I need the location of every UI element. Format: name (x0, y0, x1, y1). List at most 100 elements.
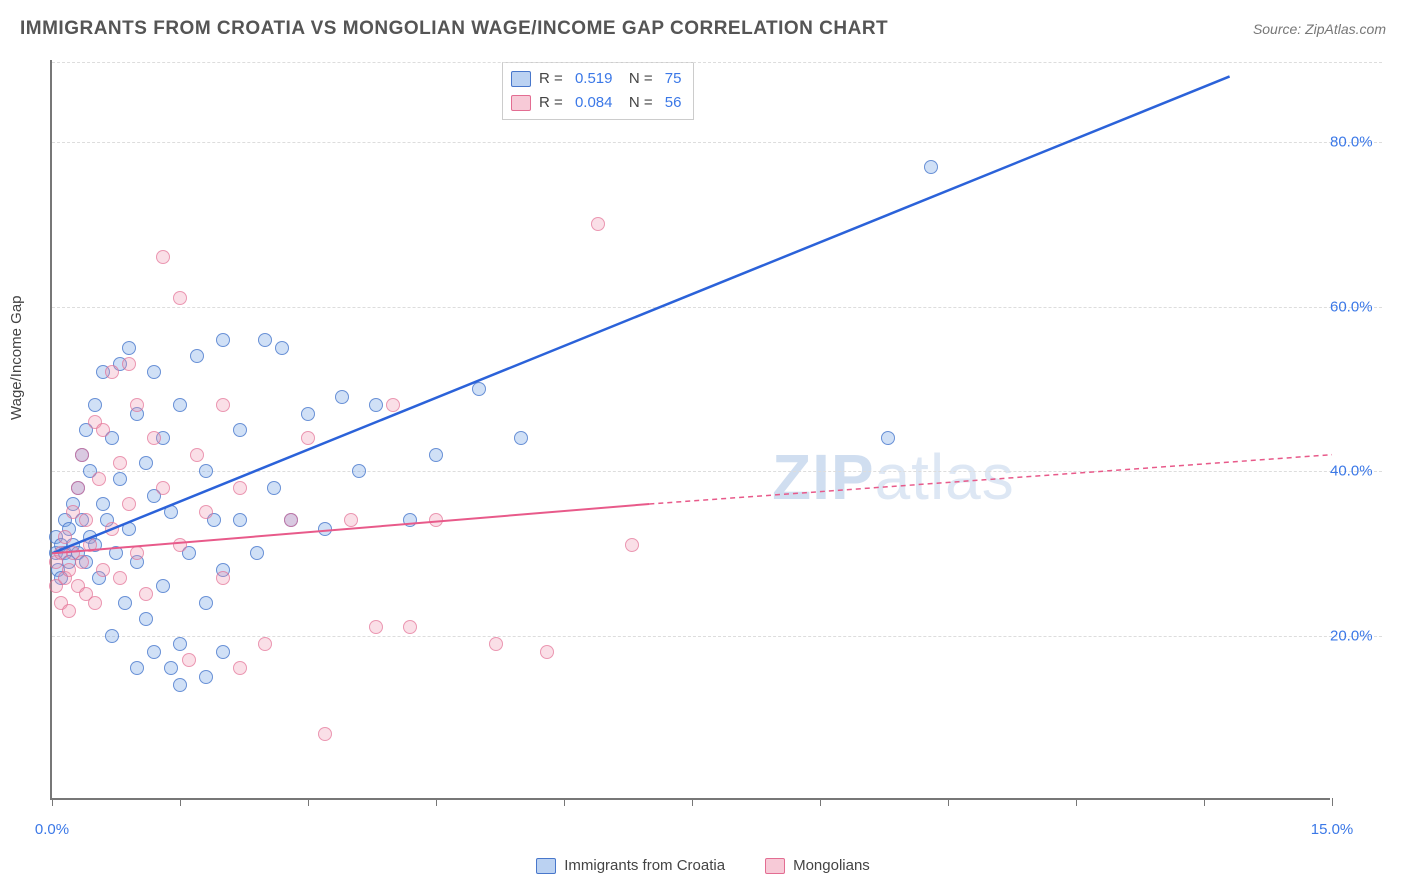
scatter-point-blue (122, 522, 136, 536)
scatter-point-blue (216, 333, 230, 347)
scatter-point-blue (156, 579, 170, 593)
scatter-point-blue (318, 522, 332, 536)
xtick-mark (52, 798, 53, 806)
scatter-point-pink (344, 513, 358, 527)
scatter-point-pink (147, 431, 161, 445)
scatter-point-pink (66, 505, 80, 519)
scatter-point-pink (540, 645, 554, 659)
scatter-point-pink (58, 530, 72, 544)
chart-area: R = 0.519 N = 75 R = 0.084 N = 56 ZIPatl… (50, 60, 1380, 800)
scatter-point-pink (233, 661, 247, 675)
legend-row-croatia: R = 0.519 N = 75 (511, 67, 681, 91)
xtick-mark (948, 798, 949, 806)
xtick-mark (564, 798, 565, 806)
r-value-croatia: 0.519 (575, 67, 613, 91)
correlation-legend: R = 0.519 N = 75 R = 0.084 N = 56 (502, 62, 694, 120)
scatter-point-blue (139, 456, 153, 470)
r-label: R = (539, 91, 567, 115)
xtick-mark (1076, 798, 1077, 806)
scatter-point-blue (216, 645, 230, 659)
y-axis-label: Wage/Income Gap (8, 295, 25, 420)
scatter-point-blue (173, 637, 187, 651)
r-label: R = (539, 67, 567, 91)
scatter-point-blue (199, 670, 213, 684)
scatter-point-pink (139, 587, 153, 601)
ytick-label: 40.0% (1330, 463, 1380, 480)
scatter-point-pink (318, 727, 332, 741)
scatter-point-blue (881, 431, 895, 445)
scatter-point-blue (369, 398, 383, 412)
xtick-mark (692, 798, 693, 806)
legend-item-croatia: Immigrants from Croatia (536, 857, 725, 874)
gridline-h (52, 142, 1382, 143)
scatter-point-pink (62, 563, 76, 577)
scatter-point-pink (190, 448, 204, 462)
scatter-point-pink (403, 620, 417, 634)
scatter-point-pink (591, 217, 605, 231)
gridline-h (52, 62, 1382, 63)
gridline-h (52, 307, 1382, 308)
n-value-croatia: 75 (665, 67, 682, 91)
scatter-point-blue (199, 464, 213, 478)
scatter-point-pink (301, 431, 315, 445)
scatter-point-pink (199, 505, 213, 519)
scatter-point-pink (625, 538, 639, 552)
bottom-legend: Immigrants from Croatia Mongolians (0, 857, 1406, 874)
scatter-point-pink (258, 637, 272, 651)
watermark: ZIPatlas (772, 440, 1015, 514)
scatter-point-pink (105, 365, 119, 379)
scatter-point-pink (216, 571, 230, 585)
scatter-point-pink (182, 653, 196, 667)
scatter-point-blue (301, 407, 315, 421)
scatter-point-pink (369, 620, 383, 634)
scatter-point-pink (284, 513, 298, 527)
scatter-point-blue (267, 481, 281, 495)
plot-region: R = 0.519 N = 75 R = 0.084 N = 56 ZIPatl… (50, 60, 1330, 800)
xtick-label: 0.0% (35, 821, 69, 838)
scatter-point-blue (147, 645, 161, 659)
scatter-point-blue (173, 398, 187, 412)
scatter-point-blue (472, 382, 486, 396)
scatter-point-pink (113, 571, 127, 585)
xtick-mark (820, 798, 821, 806)
scatter-point-blue (118, 596, 132, 610)
legend-label: Mongolians (793, 857, 870, 874)
ytick-label: 80.0% (1330, 134, 1380, 151)
scatter-point-blue (403, 513, 417, 527)
scatter-point-pink (75, 555, 89, 569)
swatch-blue (536, 858, 556, 874)
scatter-point-pink (92, 472, 106, 486)
scatter-point-pink (156, 250, 170, 264)
scatter-point-pink (113, 456, 127, 470)
n-label: N = (620, 91, 656, 115)
scatter-point-pink (130, 398, 144, 412)
scatter-point-pink (75, 448, 89, 462)
swatch-pink (765, 858, 785, 874)
scatter-point-pink (173, 291, 187, 305)
trendlines (52, 60, 1392, 800)
ytick-label: 60.0% (1330, 298, 1380, 315)
scatter-point-blue (258, 333, 272, 347)
scatter-point-pink (122, 497, 136, 511)
scatter-point-blue (190, 349, 204, 363)
scatter-point-blue (275, 341, 289, 355)
scatter-point-blue (164, 661, 178, 675)
scatter-point-pink (71, 481, 85, 495)
scatter-point-blue (924, 160, 938, 174)
scatter-point-blue (130, 661, 144, 675)
gridline-h (52, 636, 1382, 637)
swatch-pink (511, 95, 531, 111)
gridline-h (52, 471, 1382, 472)
scatter-point-blue (147, 365, 161, 379)
scatter-point-pink (122, 357, 136, 371)
swatch-blue (511, 71, 531, 87)
scatter-point-pink (83, 538, 97, 552)
scatter-point-pink (88, 596, 102, 610)
scatter-point-pink (105, 522, 119, 536)
xtick-label: 15.0% (1311, 821, 1354, 838)
xtick-mark (180, 798, 181, 806)
scatter-point-blue (173, 678, 187, 692)
scatter-point-blue (139, 612, 153, 626)
scatter-point-blue (164, 505, 178, 519)
scatter-point-blue (233, 423, 247, 437)
